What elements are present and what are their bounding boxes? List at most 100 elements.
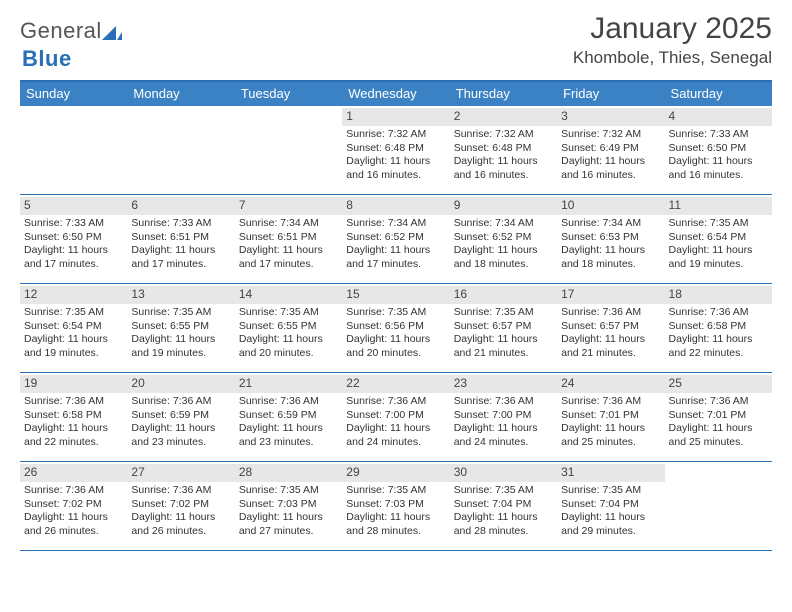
sunrise-text: Sunrise: 7:33 AM xyxy=(24,217,124,230)
sunset-text: Sunset: 6:58 PM xyxy=(669,320,769,333)
daylight-text: Daylight: 11 hours and 19 minutes. xyxy=(24,333,124,360)
weeks-container: 1 Sunrise: 7:32 AM Sunset: 6:48 PM Daylight… xyxy=(20,106,772,551)
daylight-text: Daylight: 11 hours and 23 minutes. xyxy=(131,422,231,449)
dow-tuesday: Tuesday xyxy=(235,82,342,106)
week-row: 12Sunrise: 7:35 AMSunset: 6:54 PMDayligh… xyxy=(20,284,772,373)
sunrise-text: Sunrise: 7:36 AM xyxy=(561,395,661,408)
day-cell: 9Sunrise: 7:34 AMSunset: 6:52 PMDaylight… xyxy=(450,195,557,283)
sunrise-text: Sunrise: 7:36 AM xyxy=(346,395,446,408)
day-cell: 4Sunrise: 7:33 AMSunset: 6:50 PMDaylight… xyxy=(665,106,772,194)
daylight-text: Daylight: 11 hours and 18 minutes. xyxy=(454,244,554,271)
day-number: 7 xyxy=(235,197,342,215)
sunset-text: Sunset: 6:54 PM xyxy=(669,231,769,244)
sunset-text: Sunset: 6:51 PM xyxy=(131,231,231,244)
daylight-text: Daylight: 11 hours and 17 minutes. xyxy=(24,244,124,271)
day-cell: 29Sunrise: 7:35 AMSunset: 7:03 PMDayligh… xyxy=(342,462,449,550)
day-number: 19 xyxy=(20,375,127,393)
day-number xyxy=(20,108,127,126)
daylight-text: Daylight: 11 hours and 25 minutes. xyxy=(561,422,661,449)
brand-part1: General xyxy=(20,18,102,43)
day-cell: 25Sunrise: 7:36 AMSunset: 7:01 PMDayligh… xyxy=(665,373,772,461)
sunset-text: Sunset: 6:50 PM xyxy=(24,231,124,244)
sunset-text: Sunset: 7:04 PM xyxy=(454,498,554,511)
day-number: 17 xyxy=(557,286,664,304)
sunrise-text: Sunrise: 7:32 AM xyxy=(561,128,661,141)
sunrise-text: Sunrise: 7:35 AM xyxy=(239,306,339,319)
day-number: 4 xyxy=(665,108,772,126)
sunset-text: Sunset: 6:55 PM xyxy=(239,320,339,333)
day-number: 5 xyxy=(20,197,127,215)
day-number: 3 xyxy=(557,108,664,126)
sunset-text: Sunset: 7:01 PM xyxy=(561,409,661,422)
day-cell: 3Sunrise: 7:32 AMSunset: 6:49 PMDaylight… xyxy=(557,106,664,194)
daylight-text: Daylight: 11 hours and 24 minutes. xyxy=(454,422,554,449)
day-cell xyxy=(20,106,127,194)
day-number: 24 xyxy=(557,375,664,393)
sunset-text: Sunset: 7:02 PM xyxy=(24,498,124,511)
sunrise-text: Sunrise: 7:35 AM xyxy=(346,484,446,497)
week-row: 19Sunrise: 7:36 AMSunset: 6:58 PMDayligh… xyxy=(20,373,772,462)
sail-icon xyxy=(102,20,122,46)
week-row: 5Sunrise: 7:33 AMSunset: 6:50 PMDaylight… xyxy=(20,195,772,284)
day-cell xyxy=(235,106,342,194)
sunrise-text: Sunrise: 7:36 AM xyxy=(239,395,339,408)
dow-sunday: Sunday xyxy=(20,82,127,106)
sunset-text: Sunset: 7:03 PM xyxy=(346,498,446,511)
sunset-text: Sunset: 6:54 PM xyxy=(24,320,124,333)
daylight-text: Daylight: 11 hours and 26 minutes. xyxy=(131,511,231,538)
day-cell: 23Sunrise: 7:36 AMSunset: 7:00 PMDayligh… xyxy=(450,373,557,461)
sunset-text: Sunset: 6:51 PM xyxy=(239,231,339,244)
sunset-text: Sunset: 6:59 PM xyxy=(239,409,339,422)
daylight-text: Daylight: 11 hours and 17 minutes. xyxy=(239,244,339,271)
brand-part2: Blue xyxy=(22,46,72,71)
day-number: 1 xyxy=(342,108,449,126)
sunrise-text: Sunrise: 7:36 AM xyxy=(24,484,124,497)
daylight-text: Daylight: 11 hours and 25 minutes. xyxy=(669,422,769,449)
day-cell: 30Sunrise: 7:35 AMSunset: 7:04 PMDayligh… xyxy=(450,462,557,550)
day-number: 14 xyxy=(235,286,342,304)
sunrise-text: Sunrise: 7:35 AM xyxy=(346,306,446,319)
day-number xyxy=(665,464,772,482)
daylight-text: Daylight: 11 hours and 16 minutes. xyxy=(561,155,661,182)
sunset-text: Sunset: 7:03 PM xyxy=(239,498,339,511)
day-cell: 10Sunrise: 7:34 AMSunset: 6:53 PMDayligh… xyxy=(557,195,664,283)
sunrise-text: Sunrise: 7:35 AM xyxy=(454,484,554,497)
sunrise-text: Sunrise: 7:35 AM xyxy=(239,484,339,497)
day-number xyxy=(127,108,234,126)
day-number: 9 xyxy=(450,197,557,215)
day-number: 23 xyxy=(450,375,557,393)
day-cell: 24 Sunrise: 7:36 AMSunset: 7:01 PMDayligh… xyxy=(557,373,664,461)
day-number: 10 xyxy=(557,197,664,215)
day-cell xyxy=(665,462,772,550)
day-number: 31 xyxy=(557,464,664,482)
day-cell: 20Sunrise: 7:36 AMSunset: 6:59 PMDayligh… xyxy=(127,373,234,461)
daylight-text: Daylight: 11 hours and 16 minutes. xyxy=(669,155,769,182)
daylight-text: Daylight: 11 hours and 16 minutes. xyxy=(346,155,446,182)
daylight-text: Daylight: 11 hours and 21 minutes. xyxy=(561,333,661,360)
sunset-text: Sunset: 6:55 PM xyxy=(131,320,231,333)
day-number xyxy=(235,108,342,126)
sunrise-text: Sunrise: 7:33 AM xyxy=(131,217,231,230)
sunrise-text: Sunrise: 7:35 AM xyxy=(131,306,231,319)
sunset-text: Sunset: 6:48 PM xyxy=(454,142,554,155)
sunrise-text: Sunrise: 7:32 AM xyxy=(346,128,446,141)
title-location: Khombole, Thies, Senegal xyxy=(573,48,772,68)
day-cell: 19Sunrise: 7:36 AMSunset: 6:58 PMDayligh… xyxy=(20,373,127,461)
day-cell: 18Sunrise: 7:36 AMSunset: 6:58 PMDayligh… xyxy=(665,284,772,372)
day-cell: 22Sunrise: 7:36 AMSunset: 7:00 PMDayligh… xyxy=(342,373,449,461)
week-row: 1 Sunrise: 7:32 AM Sunset: 6:48 PM Daylight… xyxy=(20,106,772,195)
sunrise-text: Sunrise: 7:35 AM xyxy=(454,306,554,319)
daylight-text: Daylight: 11 hours and 29 minutes. xyxy=(561,511,661,538)
dow-wednesday: Wednesday xyxy=(342,82,449,106)
day-cell: 1Sunrise: 7:32 AMSunset: 6:48 PMDaylight… xyxy=(342,106,449,194)
daylight-text: Daylight: 11 hours and 20 minutes. xyxy=(239,333,339,360)
sunrise-text: Sunrise: 7:36 AM xyxy=(131,395,231,408)
sunrise-text: Sunrise: 7:34 AM xyxy=(454,217,554,230)
day-cell: 31Sunrise: 7:35 AMSunset: 7:04 PMDayligh… xyxy=(557,462,664,550)
sunrise-text: Sunrise: 7:35 AM xyxy=(669,217,769,230)
sunrise-text: Sunrise: 7:36 AM xyxy=(24,395,124,408)
day-cell xyxy=(127,106,234,194)
day-cell: 6Sunrise: 7:33 AMSunset: 6:51 PMDaylight… xyxy=(127,195,234,283)
dow-row: Sunday Monday Tuesday Wednesday Thursday… xyxy=(20,82,772,106)
day-number: 28 xyxy=(235,464,342,482)
